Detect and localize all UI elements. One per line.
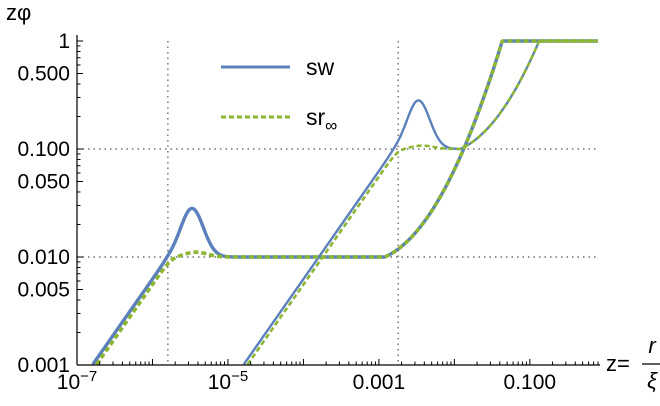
series-sr-curve-2 bbox=[95, 39, 599, 366]
reference-lines bbox=[77, 41, 598, 365]
x-tick-label: 0.001 bbox=[353, 371, 406, 394]
axes: 0.001 0.005 0.010 0.050 0.100 0.500 1 10−7 10−5 0… bbox=[6, 0, 660, 394]
x-axis-title-denominator: ξ bbox=[647, 368, 658, 393]
y-tick-label: 0.050 bbox=[17, 171, 70, 194]
x-tick-label: 0.100 bbox=[504, 371, 557, 394]
legend: sw sr∞ bbox=[221, 54, 337, 135]
y-tick-label: 0.001 bbox=[17, 354, 70, 377]
x-tick-label: 10−5 bbox=[208, 368, 248, 394]
legend-label-sw: sw bbox=[306, 54, 335, 80]
series-sr-curve-1 bbox=[246, 39, 599, 366]
plot-series bbox=[91, 39, 599, 366]
x-axis-title-prefix: z= bbox=[606, 351, 630, 376]
y-axis-title: zφ bbox=[6, 0, 31, 25]
x-tick-label: 10−7 bbox=[57, 368, 97, 394]
y-tick-label: 0.500 bbox=[17, 63, 70, 86]
y-tick-label: 0.010 bbox=[17, 246, 70, 269]
y-tick-label: 1 bbox=[58, 30, 70, 53]
y-tick-label: 0.100 bbox=[17, 138, 70, 161]
series-sw-curve-2 bbox=[91, 39, 599, 366]
y-tick-label: 0.005 bbox=[17, 279, 70, 302]
legend-label-sr: sr∞ bbox=[306, 104, 337, 135]
x-axis-title-numerator: r bbox=[648, 333, 657, 358]
series-sw-curve-1 bbox=[242, 39, 599, 366]
